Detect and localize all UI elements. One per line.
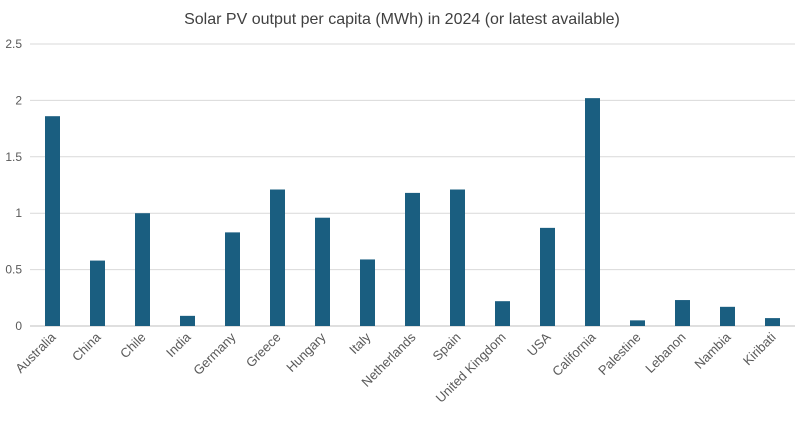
x-tick-label: Australia [12,329,59,376]
y-tick-label: 0 [15,319,22,333]
bar-hungary [315,217,330,326]
bar-india [180,315,195,326]
bar-italy [360,259,375,326]
bar-kiribati [765,318,780,326]
bar-chile [135,213,150,326]
x-tick-label: Chile [117,330,149,362]
bar-lebanon [675,300,690,326]
y-tick-label: 1.5 [5,150,22,164]
x-tick-label: China [69,329,104,364]
bar-australia [45,116,60,326]
chart-title: Solar PV output per capita (MWh) in 2024… [184,11,620,28]
bar-netherlands [405,192,420,326]
x-tick-label: Greece [243,330,284,371]
bar-greece [270,189,285,326]
bar-nambia [720,306,735,326]
x-tick-label: Italy [346,329,374,357]
x-tick-label: USA [524,329,554,359]
x-tick-label: Germany [190,329,239,378]
x-tick-label: Nambia [691,329,734,372]
x-tick-label: Spain [430,330,464,364]
bar-china [90,260,105,326]
bar-united-kingdom [495,301,510,326]
bar-usa [540,227,555,326]
x-tick-label: Lebanon [642,330,688,376]
x-tick-label: Hungary [283,329,329,375]
x-tick-label: California [549,329,599,379]
y-tick-label: 2 [15,93,22,107]
x-tick-label: India [163,329,194,360]
x-tick-label: Palestine [595,330,643,378]
bar-california [585,98,600,326]
bar-spain [450,189,465,326]
x-tick-label: Kiribati [740,329,779,368]
bar-germany [225,232,240,326]
y-tick-label: 2.5 [5,37,22,51]
y-tick-label: 0.5 [5,263,22,277]
y-tick-label: 1 [15,206,22,220]
bar-palestine [630,320,645,326]
